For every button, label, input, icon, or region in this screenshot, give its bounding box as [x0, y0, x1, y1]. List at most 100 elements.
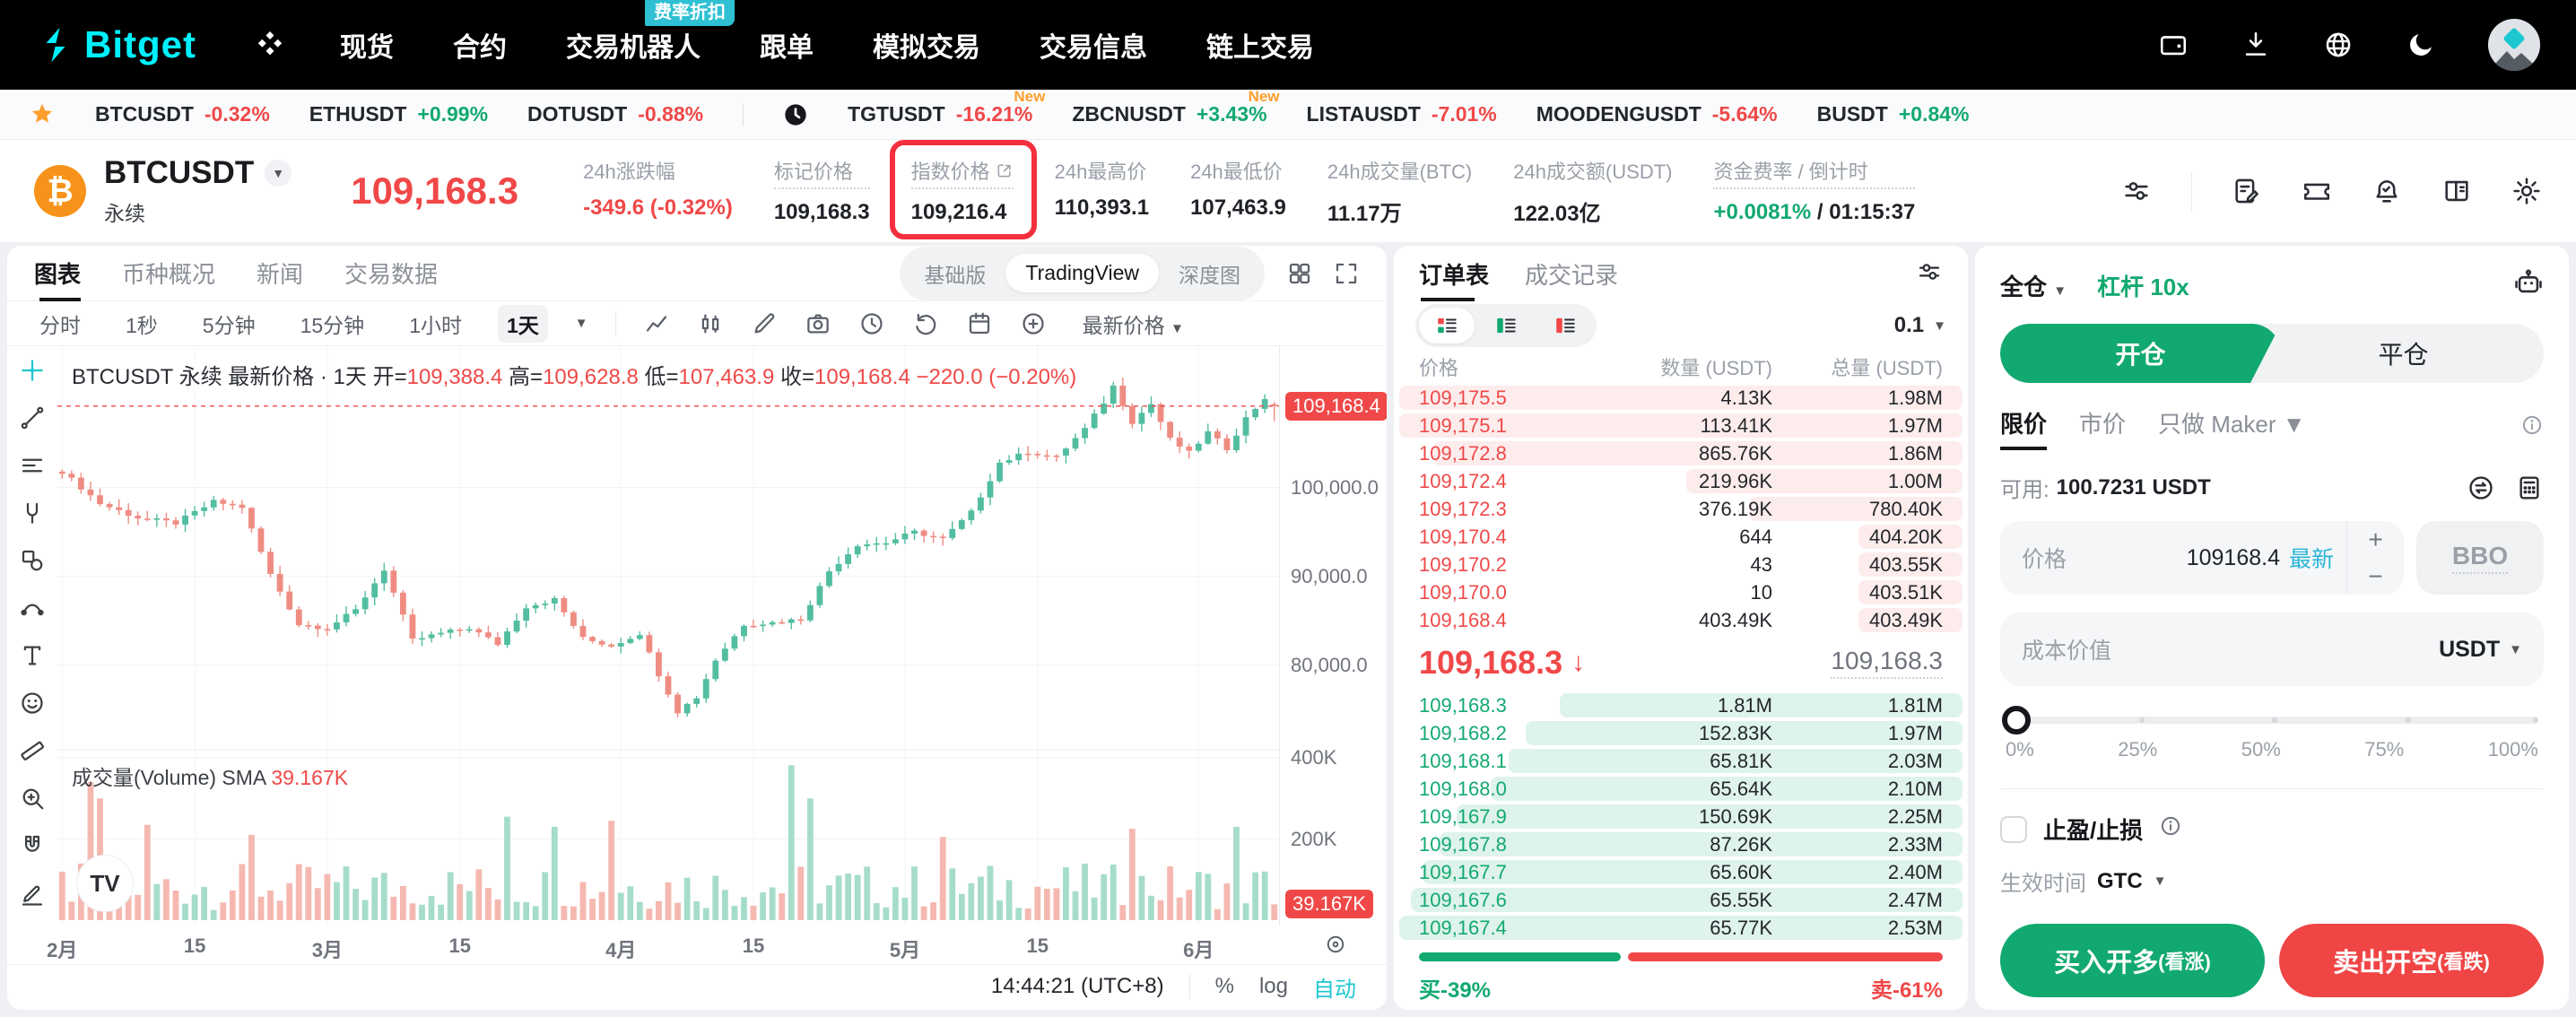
curve-icon[interactable]: [19, 595, 46, 622]
orderbook-row[interactable]: 109,175.1 113.41K 1.97M: [1394, 412, 1968, 439]
amount-input[interactable]: 成本价值 USDT ▼: [2000, 613, 2544, 686]
nav-item-跟单[interactable]: 跟单: [760, 33, 814, 63]
view-mode-深度图[interactable]: 深度图: [1179, 263, 1240, 287]
buy-open-long-button[interactable]: 买入开多 (看涨): [2000, 924, 2265, 997]
ticker-item-ETHUSDT[interactable]: ETHUSDT +0.99%: [309, 102, 489, 126]
star-icon[interactable]: [29, 101, 56, 128]
amount-unit-select[interactable]: USDT ▼: [2439, 636, 2522, 662]
price-increase-button[interactable]: +: [2368, 525, 2383, 553]
nav-item-合约[interactable]: 合约: [453, 33, 507, 63]
magnet-icon[interactable]: [19, 832, 46, 859]
wallet-icon[interactable]: [2158, 30, 2189, 60]
ruler-icon[interactable]: [19, 737, 46, 764]
orderbook-row[interactable]: 109,168.2 152.83K 1.97M: [1394, 719, 1968, 747]
filters-icon[interactable]: [2121, 176, 2152, 206]
sell-open-short-button[interactable]: 卖出开空 (看跌): [2279, 924, 2544, 997]
use-latest-price-button[interactable]: 最新: [2288, 547, 2334, 572]
ticker-item-BUSDT[interactable]: BUSDT +0.84%: [1816, 102, 1970, 126]
zoom-in-icon[interactable]: [19, 785, 46, 812]
camera-icon[interactable]: [805, 310, 831, 337]
orderbook-row[interactable]: 109,167.4 65.77K 2.53M: [1394, 914, 1968, 942]
apps-grid-icon[interactable]: [254, 29, 286, 61]
order-type-市价[interactable]: 市价: [2079, 411, 2127, 438]
nav-item-现货[interactable]: 现货: [340, 33, 394, 63]
trading-bot-icon[interactable]: [2513, 267, 2544, 304]
globe-icon[interactable]: [2323, 30, 2354, 60]
timeframe-1秒[interactable]: 1秒: [126, 313, 158, 337]
orderbook-row[interactable]: 109,170.4 644 404.20K: [1394, 523, 1968, 551]
orderbook-row[interactable]: 109,168.3 1.81M 1.81M: [1394, 691, 1968, 719]
nav-item-模拟交易[interactable]: 模拟交易: [873, 33, 980, 63]
tab-交易数据[interactable]: 交易数据: [344, 261, 439, 288]
bbo-button[interactable]: BBO: [2416, 521, 2544, 595]
book-both-icon[interactable]: [1419, 308, 1475, 343]
expand-icon[interactable]: [1333, 260, 1360, 287]
ticker-item-BTCUSDT[interactable]: BTCUSDT -0.32%: [95, 102, 270, 126]
axis-settings-icon[interactable]: [1324, 933, 1347, 961]
scale-button-%[interactable]: %: [1214, 974, 1234, 998]
calculator-icon[interactable]: [2515, 474, 2544, 502]
undo-icon[interactable]: [912, 310, 939, 337]
leverage-select[interactable]: 杠杆 10x: [2097, 274, 2189, 300]
emoji-icon[interactable]: [19, 690, 46, 717]
info-icon[interactable]: [2159, 814, 2182, 838]
orderbook-tab-订单表[interactable]: 订单表: [1419, 246, 1489, 301]
pitchfork-icon[interactable]: [19, 500, 46, 526]
margin-mode-select[interactable]: 全仓 ▼: [2000, 274, 2067, 300]
timeframe-more-icon[interactable]: ▼: [574, 316, 588, 331]
order-type-只做 Maker[interactable]: 只做 Maker ▼: [2158, 411, 2306, 438]
ticker-item-TGTUSDT[interactable]: TGTUSDT -16.21% New: [848, 88, 1046, 126]
ticket-icon[interactable]: [2302, 176, 2332, 206]
orderbook-row[interactable]: 109,172.8 865.76K 1.86M: [1394, 439, 1968, 467]
info-icon[interactable]: [2520, 413, 2544, 437]
shapes-icon[interactable]: [19, 547, 46, 574]
trend-line-icon[interactable]: [19, 404, 46, 431]
time-axis[interactable]: 2月 15 3月 15 4月 15 5月 15 6月: [7, 926, 1387, 965]
timeframe-5分钟[interactable]: 5分钟: [202, 313, 256, 337]
trade-tab-平仓[interactable]: 平仓: [2378, 341, 2429, 369]
plus-circle-icon[interactable]: [1020, 310, 1047, 337]
download-icon[interactable]: [2241, 30, 2271, 60]
orderbook-row[interactable]: 109,172.4 219.96K 1.00M: [1394, 467, 1968, 495]
external-link-icon[interactable]: [996, 161, 1014, 179]
price-decrease-button[interactable]: −: [2368, 561, 2383, 590]
ticker-item-LISTAUSDT[interactable]: LISTAUSDT -7.01%: [1306, 102, 1497, 126]
order-type-info-icon[interactable]: [2520, 413, 2544, 443]
orderbook-row[interactable]: 109,167.9 150.69K 2.25M: [1394, 803, 1968, 830]
orderbook-row[interactable]: 109,167.8 87.26K 2.33M: [1394, 830, 1968, 858]
symbol-dropdown-icon[interactable]: ▼: [265, 160, 292, 187]
moon-icon[interactable]: [2406, 30, 2436, 60]
slider-handle[interactable]: [2002, 706, 2031, 734]
robot-icon[interactable]: [2513, 267, 2544, 298]
calendar-icon[interactable]: [966, 310, 993, 337]
timeframe-分时[interactable]: 分时: [39, 313, 81, 337]
crosshair-icon[interactable]: [19, 357, 46, 384]
nav-item-链上交易[interactable]: 链上交易: [1206, 33, 1314, 63]
price-axis[interactable]: 100,000.0 90,000.0 80,000.0 400K 200K 109,168…: [1279, 346, 1387, 926]
price-input[interactable]: 价格 109168.4 最新 + −: [2000, 521, 2404, 595]
clock-icon[interactable]: [858, 310, 885, 337]
nav-item-交易信息[interactable]: 交易信息: [1040, 33, 1147, 63]
orderbook-settings[interactable]: [1916, 258, 1943, 290]
ticker-item-MOODENGUSDT[interactable]: MOODENGUSDT -5.64%: [1536, 102, 1778, 126]
tick-size-select[interactable]: 0.1 ▼: [1893, 313, 1946, 337]
tab-图表[interactable]: 图表: [34, 246, 82, 301]
note-edit-icon[interactable]: [2232, 176, 2262, 206]
line-chart-icon[interactable]: [643, 310, 670, 337]
nav-item-交易机器人[interactable]: 交易机器人 费率折扣: [566, 0, 735, 65]
scale-button-自动[interactable]: 自动: [1313, 977, 1356, 1002]
candlestick-chart[interactable]: [57, 346, 1279, 926]
view-mode-TradingView[interactable]: TradingView: [1005, 254, 1159, 292]
swap-circle-icon[interactable]: [2467, 474, 2495, 502]
timeframe-15分钟[interactable]: 15分钟: [300, 313, 365, 337]
orderbook-tab-成交记录[interactable]: 成交记录: [1525, 261, 1619, 289]
filters-icon[interactable]: [1916, 258, 1943, 285]
ticker-item-DOTUSDT[interactable]: DOTUSDT -0.88%: [527, 102, 704, 126]
view-mode-基础版[interactable]: 基础版: [924, 263, 987, 287]
tab-新闻[interactable]: 新闻: [257, 261, 304, 288]
book-asks-icon[interactable]: [1537, 308, 1593, 343]
book-icon[interactable]: [2441, 176, 2472, 206]
gear-icon[interactable]: [2511, 176, 2542, 206]
orderbook-row[interactable]: 109,170.2 43 403.55K: [1394, 551, 1968, 578]
bell-icon[interactable]: [2371, 176, 2402, 206]
